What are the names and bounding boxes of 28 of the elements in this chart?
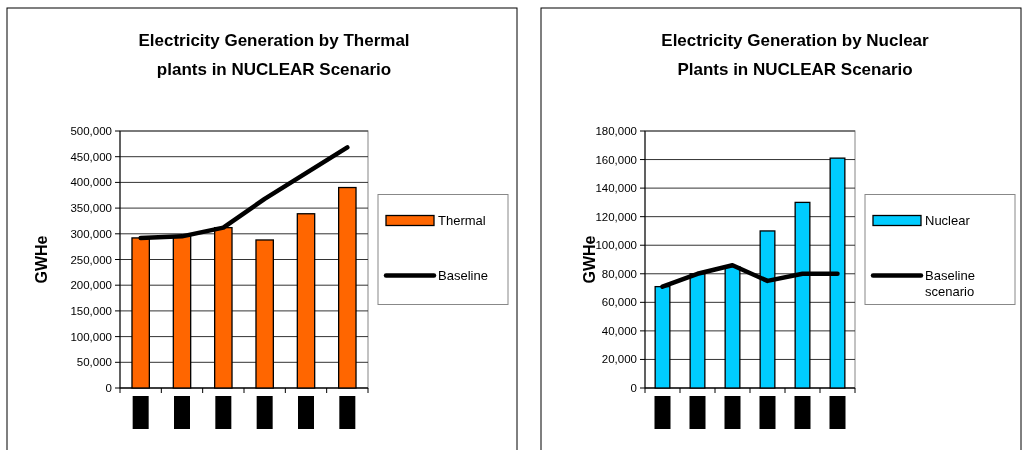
y-tick-label: 150,000	[70, 304, 112, 317]
chart-title: Electricity Generation by Nuclear Plants in NUCLEAR Scenario	[661, 31, 930, 79]
y-tick-label: 180,000	[595, 125, 637, 138]
y-tick-label: 120,000	[595, 210, 637, 223]
legend-label: Baseline	[438, 268, 488, 284]
y-tick-label: 0	[630, 382, 637, 395]
y-axis-title: GWHe	[33, 235, 50, 284]
legend-label: Nuclear	[925, 213, 971, 229]
y-tick-label: 140,000	[595, 182, 637, 195]
legend-label: Thermal	[438, 213, 486, 229]
y-tick-label: 60,000	[601, 296, 637, 309]
y-tick-label: 300,000	[70, 227, 112, 240]
y-tick-label: 40,000	[601, 324, 637, 337]
chart-title: Electricity Generation by Thermal plants in NUCLEAR Scenario	[138, 31, 410, 79]
y-tick-label: 200,000	[70, 279, 112, 292]
y-tick-label: 0	[105, 382, 112, 395]
y-tick-label: 80,000	[601, 267, 637, 280]
y-tick-label: 400,000	[70, 176, 112, 189]
y-tick-label: 350,000	[70, 202, 112, 215]
y-tick-label: 100,000	[70, 330, 112, 343]
legend-label: Baseline scenario	[925, 268, 975, 300]
y-tick-label: 160,000	[595, 153, 637, 166]
y-tick-label: 20,000	[601, 353, 637, 366]
y-tick-label: 500,000	[70, 125, 112, 138]
y-tick-label: 450,000	[70, 150, 112, 163]
y-tick-label: 100,000	[595, 239, 637, 252]
y-tick-label: 250,000	[70, 253, 112, 266]
y-tick-label: 50,000	[76, 356, 112, 369]
